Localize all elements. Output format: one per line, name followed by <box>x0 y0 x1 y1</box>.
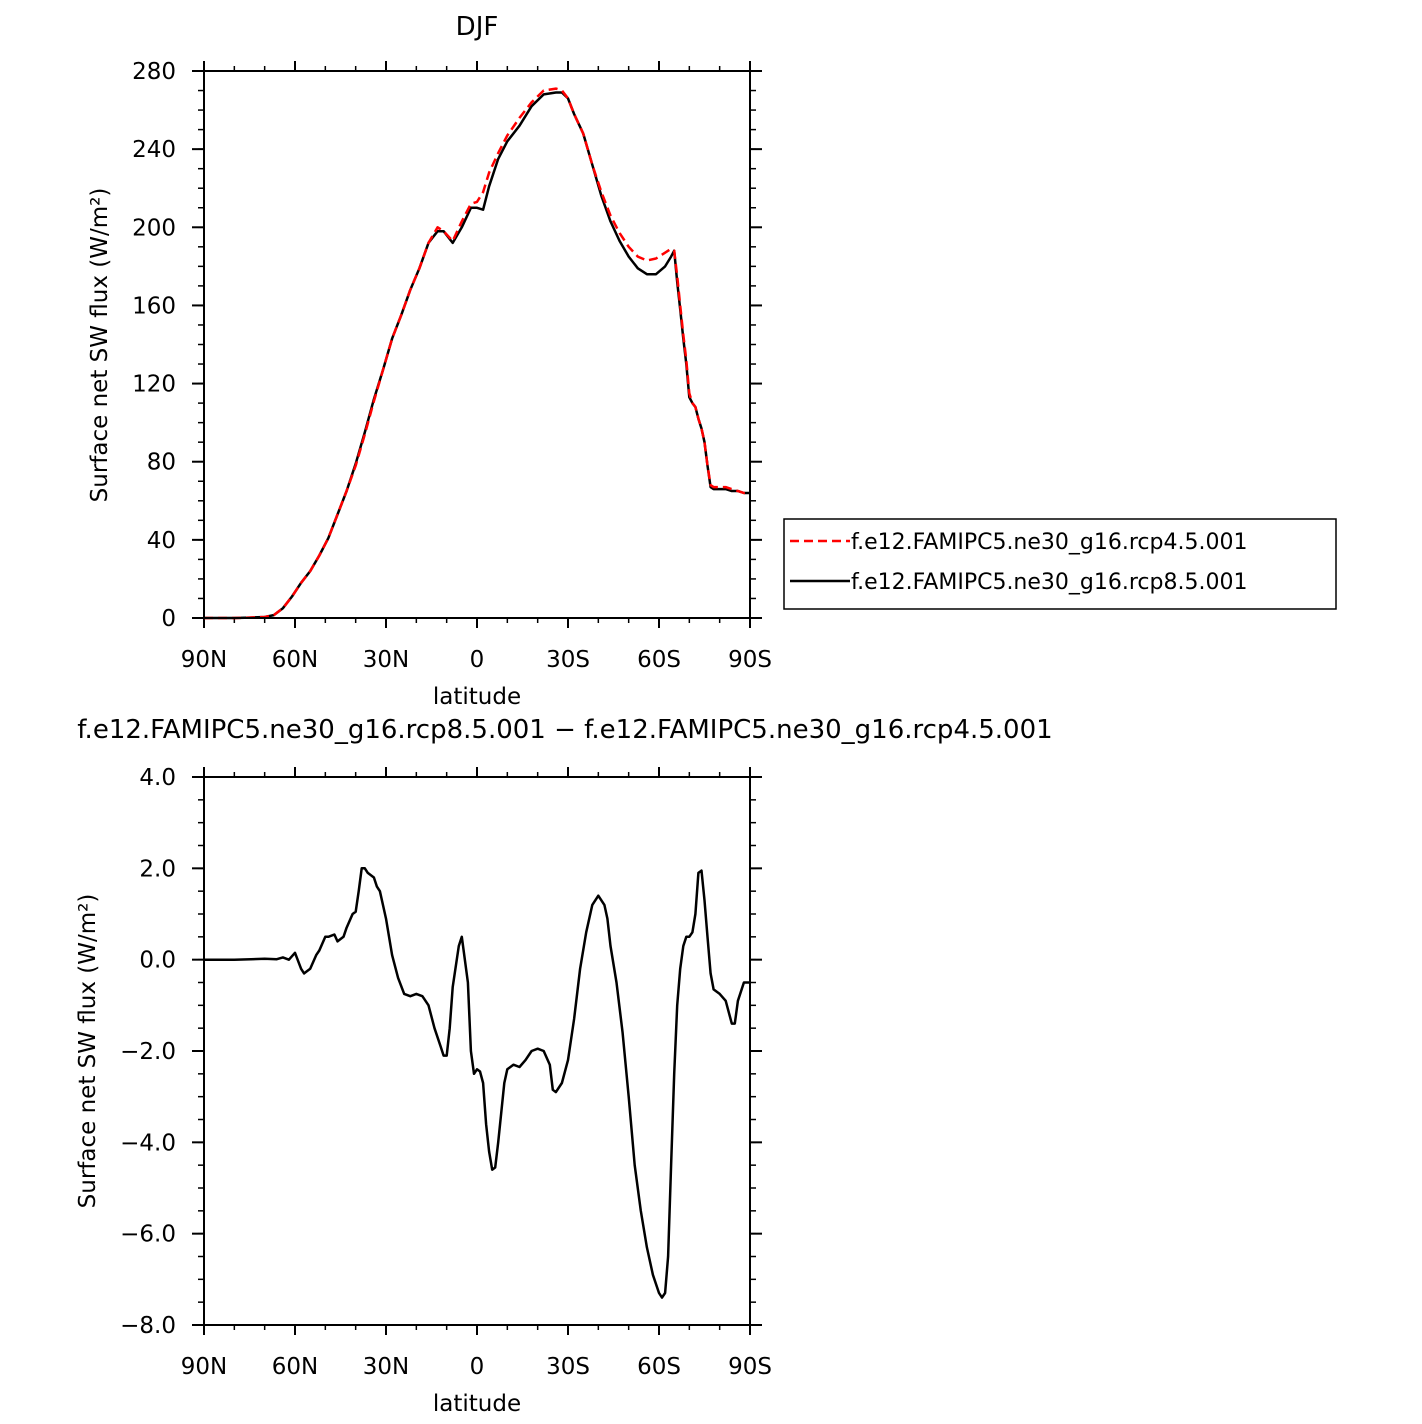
bottom-x-tick-label: 30S <box>546 1354 590 1380</box>
bottom-y-axis-title: Surface net SW flux (W/m²) <box>75 894 101 1209</box>
top-x-tick-label: 90N <box>181 647 227 673</box>
bottom-series-line-1 <box>204 867 750 1299</box>
bottom-y-tick-label: 2.0 <box>139 856 176 882</box>
bottom-y-tick-label: −2.0 <box>120 1039 176 1065</box>
top-x-axis-title: latitude <box>433 684 521 710</box>
top-y-tick-label: 240 <box>132 137 176 163</box>
top-x-tick-label: 0 <box>470 647 485 673</box>
top-x-tick-label: 60S <box>637 647 681 673</box>
top-series-line-2 <box>204 91 750 620</box>
top-chart-title: DJF <box>456 12 499 42</box>
top-x-tick-label: 30S <box>546 647 590 673</box>
top-series-line-1 <box>204 87 750 620</box>
bottom-y-tick-label: 4.0 <box>139 765 176 791</box>
bottom-x-tick-label: 90S <box>728 1354 772 1380</box>
bottom-x-tick-label: 60N <box>272 1354 318 1380</box>
top-y-tick-label: 280 <box>132 59 176 85</box>
bottom-y-tick-label: 0.0 <box>139 948 176 974</box>
top-y-tick-label: 200 <box>132 215 176 241</box>
bottom-y-tick-label: −6.0 <box>120 1222 176 1248</box>
top-panel: DJF 90N 60N 30N 0 30S 60S 90S 0 40 80 120 160 200 240… <box>87 12 1337 710</box>
top-x-tick-label: 60N <box>272 647 318 673</box>
bottom-chart-title: f.e12.FAMIPC5.ne30_g16.rcp8.5.001 − f.e1… <box>77 715 1052 745</box>
bottom-x-tick-label: 60S <box>637 1354 681 1380</box>
bottom-x-tick-label: 30N <box>363 1354 409 1380</box>
top-series-group <box>204 87 750 620</box>
top-axes: 90N 60N 30N 0 30S 60S 90S 0 40 80 120 160 200 240 280 <box>132 59 772 673</box>
top-y-tick-label: 80 <box>147 450 176 476</box>
top-y-tick-label: 0 <box>161 606 176 632</box>
top-x-tick-label: 90S <box>728 647 772 673</box>
top-y-tick-label: 160 <box>132 293 176 319</box>
bottom-y-tick-label: −8.0 <box>120 1313 176 1339</box>
legend: f.e12.FAMIPC5.ne30_g16.rcp4.5.001 f.e12.… <box>783 518 1337 610</box>
top-plot-frame <box>203 70 751 619</box>
bottom-y-tick-label: −4.0 <box>120 1130 176 1156</box>
legend-box <box>783 518 1337 610</box>
top-x-tick-label: 30N <box>363 647 409 673</box>
bottom-x-tick-label: 90N <box>181 1354 227 1380</box>
bottom-x-axis-title: latitude <box>433 1391 521 1417</box>
bottom-series-group <box>204 867 750 1299</box>
bottom-x-tick-label: 0 <box>470 1354 485 1380</box>
top-y-tick-label: 120 <box>132 372 176 398</box>
legend-label-rcp45: f.e12.FAMIPC5.ne30_g16.rcp4.5.001 <box>851 530 1247 555</box>
legend-label-rcp85: f.e12.FAMIPC5.ne30_g16.rcp8.5.001 <box>851 570 1247 595</box>
top-y-axis-title: Surface net SW flux (W/m²) <box>87 188 113 503</box>
bottom-panel: f.e12.FAMIPC5.ne30_g16.rcp8.5.001 − f.e1… <box>75 715 1053 1417</box>
bottom-plot-frame <box>203 776 751 1326</box>
top-y-tick-label: 40 <box>147 528 176 554</box>
